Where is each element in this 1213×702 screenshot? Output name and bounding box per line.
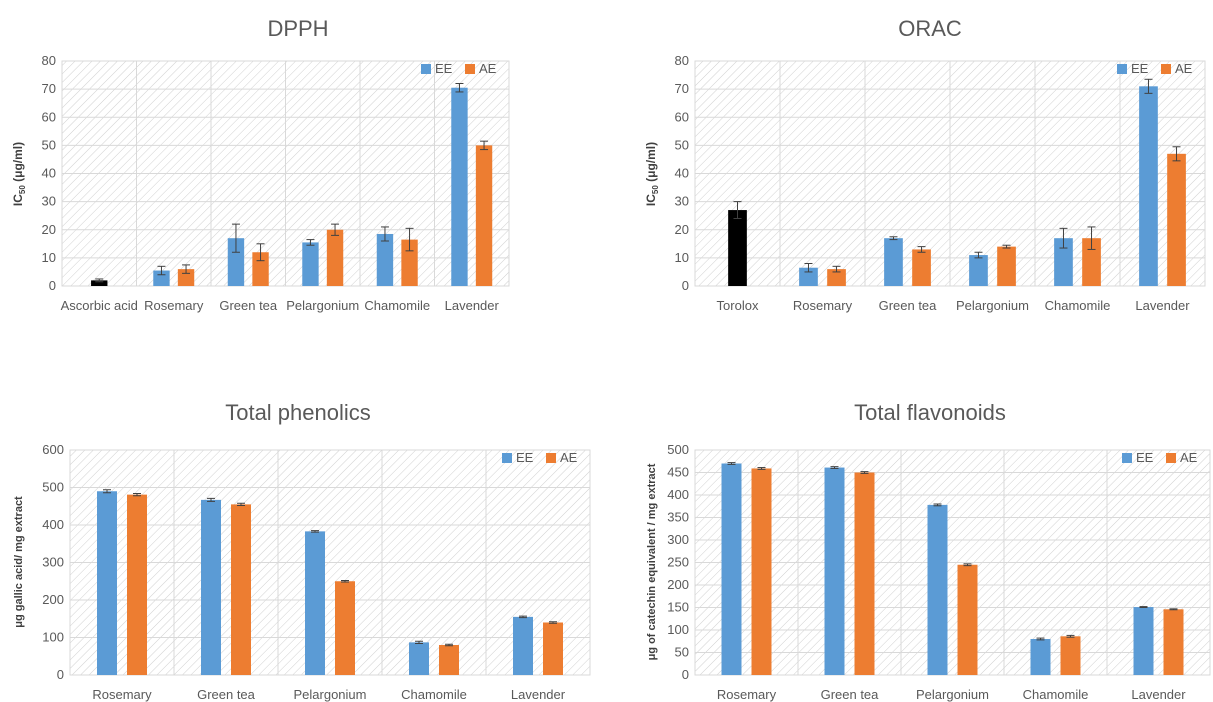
y-tick-label: 30 bbox=[42, 194, 56, 209]
x-tick-label: Green tea bbox=[219, 298, 278, 313]
y-tick-label: 50 bbox=[42, 137, 56, 152]
y-tick-label: 60 bbox=[42, 109, 56, 124]
reference-bar bbox=[91, 280, 108, 286]
ae-bar bbox=[326, 229, 344, 286]
y-tick-label: 70 bbox=[42, 81, 56, 96]
legend-label-ee: EE bbox=[435, 61, 453, 76]
x-tick-label: Chamomile bbox=[364, 298, 430, 313]
ee-bar bbox=[153, 270, 170, 286]
chart-title: DPPH bbox=[267, 16, 328, 41]
x-tick-label: Lavender bbox=[445, 298, 500, 313]
y-tick-label: 0 bbox=[49, 278, 56, 293]
y-tick-label: 40 bbox=[42, 166, 56, 181]
legend-label-ae: AE bbox=[479, 61, 497, 76]
y-tick-label: 10 bbox=[42, 250, 56, 265]
y-tick-label: 20 bbox=[42, 222, 56, 237]
ee-bar bbox=[227, 238, 245, 286]
ae-bar bbox=[252, 252, 269, 286]
ae-bar bbox=[177, 269, 195, 286]
y-tick-label: 80 bbox=[42, 53, 56, 68]
x-tick-label: Rosemary bbox=[144, 298, 204, 313]
x-tick-label: Ascorbic acid bbox=[61, 298, 138, 313]
y-axis-label: IC50 (μg/ml) bbox=[11, 142, 27, 206]
ae-bar bbox=[401, 239, 418, 286]
x-tick-label: Pelargonium bbox=[286, 298, 359, 313]
ee-bar bbox=[376, 233, 394, 286]
legend-swatch-ae bbox=[465, 64, 475, 74]
ae-bar bbox=[475, 145, 493, 286]
legend-swatch-ee bbox=[421, 64, 431, 74]
ee-bar bbox=[302, 242, 319, 286]
ee-bar bbox=[451, 87, 468, 286]
